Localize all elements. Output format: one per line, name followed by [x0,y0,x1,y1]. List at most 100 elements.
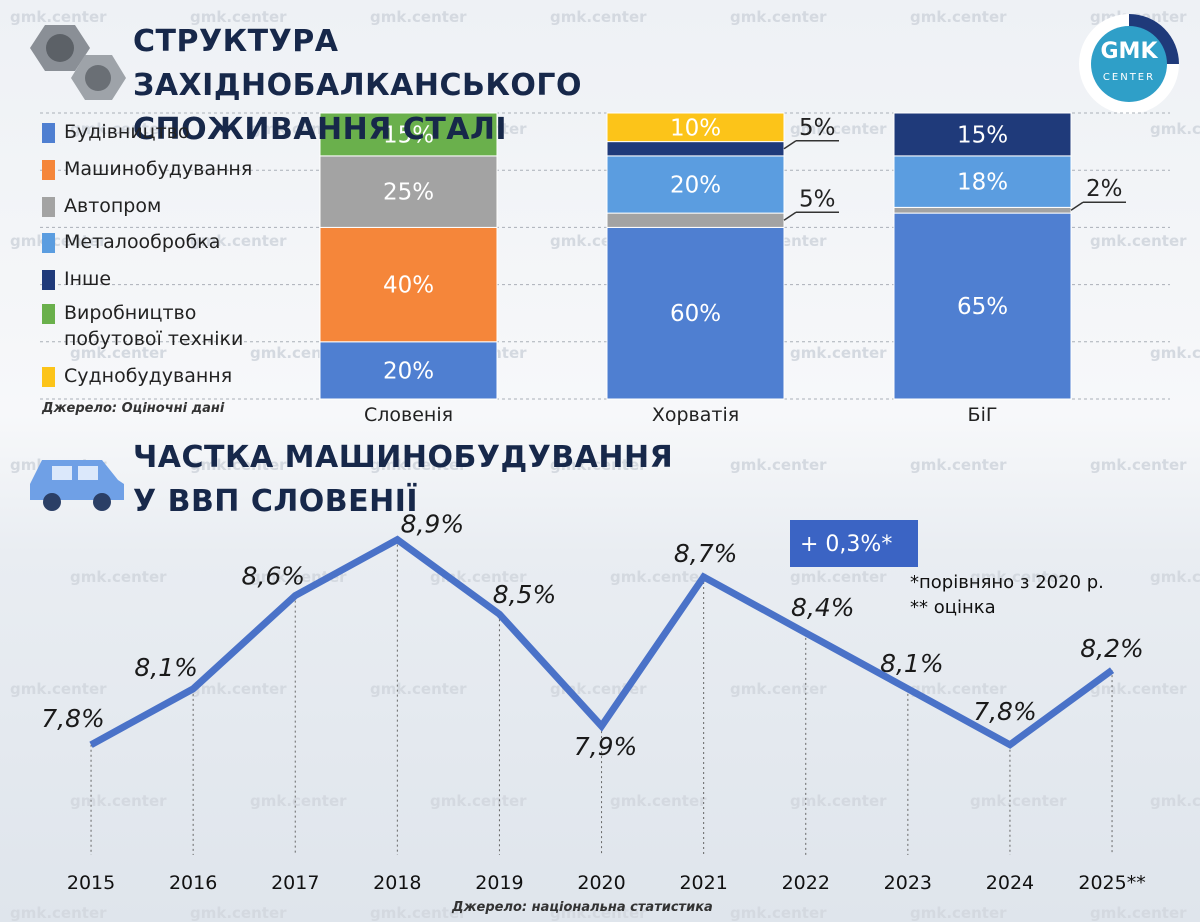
bar-segment [893,155,1072,208]
car-icon [30,460,124,511]
bar-segment [319,341,498,400]
watermark: gmk.center [1150,792,1200,810]
watermark: gmk.center [790,792,887,810]
data-label: 8,1% [134,653,198,682]
source: Джерело: національна статистика [452,900,713,915]
watermark: gmk.center [1090,904,1187,922]
watermark: gmk.center [790,344,887,362]
watermark: gmk.center [70,568,167,586]
watermark: gmk.center [790,568,887,586]
legend-label: Металообробка [64,231,221,253]
watermark: gmk.center [70,120,167,138]
watermark: gmk.center [370,680,467,698]
logo: GMK CENTER [1079,14,1179,114]
legend-item: Інше [42,266,299,292]
leader-line [783,140,797,150]
watermark: gmk.center [910,456,1007,474]
data-label: 65% [957,294,1008,320]
leader-line [1070,201,1084,211]
data-label: 20% [670,173,721,199]
legend-label: Суднобудування [64,365,233,387]
data-label: 20% [383,358,434,384]
legend-item: Автопром [42,193,299,219]
x-tick-label: Словенія [364,404,453,426]
bar-segment [606,155,785,214]
watermark: gmk.center [1090,232,1187,250]
legend-item: Суднобудування [42,363,299,389]
watermark: gmk.center [730,904,827,922]
data-label: 7,8% [973,697,1037,726]
data-label: 25% [383,180,434,206]
x-tick-label: 2024 [986,872,1034,894]
bar-segment [319,155,498,228]
legend-item: Будівництво [42,119,299,145]
data-label: 5% [799,186,836,212]
bar-segment [606,226,785,400]
bar-segment [606,212,785,228]
legend-label: Автопром [64,195,162,217]
x-tick-label: 2015 [67,872,115,894]
data-label: 5% [799,115,836,141]
watermark: gmk.center [610,792,707,810]
watermark: gmk.center [910,680,1007,698]
watermark: gmk.center [1150,120,1200,138]
watermark: gmk.center [190,456,287,474]
data-label: 7,9% [574,732,638,761]
x-tick-label: 2023 [884,872,932,894]
watermark: gmk.center [730,8,827,26]
data-label: 8,2% [1080,634,1144,663]
data-label: 15% [957,122,1008,148]
watermark: gmk.center [1090,680,1187,698]
watermark: gmk.center [10,680,107,698]
watermark: gmk.center [250,792,347,810]
data-label: 18% [957,170,1008,196]
watermark: gmk.center [190,8,287,26]
x-tick-label: БіГ [968,404,998,426]
watermark: gmk.center [370,904,467,922]
watermark: gmk.center [970,568,1067,586]
x-tick-label: Хорватія [652,404,739,426]
bar-segment [319,112,498,157]
watermark: gmk.center [550,8,647,26]
annotation-box [790,520,918,567]
chart-title: СТРУКТУРА ЗАХІДНОБАЛКАНСЬКОГО СПОЖИВАННЯ… [133,24,583,147]
data-label: 60% [670,301,721,327]
legend-swatch [42,233,55,253]
data-label: 10% [670,115,721,141]
line [89,535,1115,749]
data-label: 8,1% [880,649,944,678]
data-label: 8,4% [791,593,855,622]
x-tick-label: 2016 [169,872,217,894]
watermark: gmk.center [550,904,647,922]
watermark: gmk.center [730,456,827,474]
bar-segment [893,112,1072,157]
x-tick-label: 2017 [271,872,319,894]
watermark: gmk.center [70,792,167,810]
data-label: 2% [1086,176,1123,202]
data-label: 8,5% [493,580,557,609]
data-label: 8,9% [401,510,465,539]
annotation: *порівняно з 2020 р. [910,572,1104,593]
watermark: gmk.center [370,456,467,474]
source: Джерело: Оціночні дані [42,401,225,416]
watermark: gmk.center [190,680,287,698]
legend-swatch [42,270,55,290]
x-tick-label: 2019 [475,872,523,894]
watermark: gmk.center [1090,456,1187,474]
watermark: gmk.center [10,904,107,922]
logo-text: GMK [1101,39,1159,64]
legend-swatch [42,160,55,180]
legend-label: Виробництво побутової техніки [64,302,244,350]
watermark: gmk.center [10,232,107,250]
legend-item: Виробництво побутової техніки [42,300,299,352]
legend-swatch [42,367,55,387]
x-tick-label: 2025** [1078,872,1145,894]
data-label: 40% [383,273,434,299]
legend-swatch [42,197,55,217]
legend-item: Машинобудування [42,156,299,182]
legend-swatch [42,123,55,143]
data-label: 15% [383,122,434,148]
watermark: gmk.center [910,8,1007,26]
